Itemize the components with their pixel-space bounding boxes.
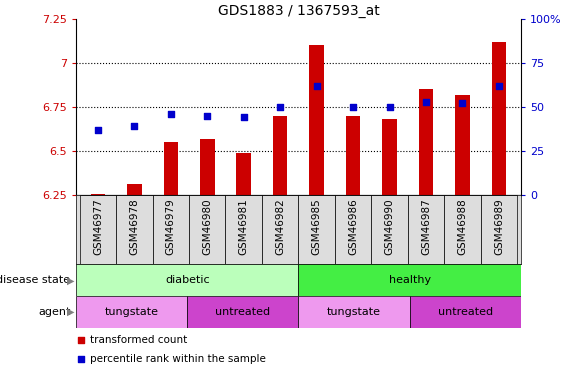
Point — [76, 337, 85, 343]
Point — [130, 123, 139, 129]
Bar — [273, 116, 288, 195]
Text: disease state: disease state — [0, 275, 70, 285]
Point — [494, 83, 503, 89]
Bar — [410, 296, 521, 328]
Bar — [76, 264, 298, 296]
Bar — [262, 195, 298, 264]
Bar — [408, 195, 444, 264]
Bar — [419, 89, 434, 195]
Text: GSM46980: GSM46980 — [202, 198, 212, 255]
Text: percentile rank within the sample: percentile rank within the sample — [90, 354, 266, 364]
Bar — [225, 195, 262, 264]
Text: GSM46979: GSM46979 — [166, 198, 176, 255]
Bar — [127, 184, 142, 195]
Text: ▶: ▶ — [68, 307, 75, 317]
Text: GSM46988: GSM46988 — [458, 198, 467, 255]
Text: untreated: untreated — [437, 307, 493, 317]
Bar — [481, 195, 517, 264]
Text: agent: agent — [38, 307, 70, 317]
Title: GDS1883 / 1367593_at: GDS1883 / 1367593_at — [217, 4, 379, 18]
Bar — [491, 42, 506, 195]
Text: transformed count: transformed count — [90, 335, 187, 345]
Bar — [153, 195, 189, 264]
Point — [348, 104, 358, 110]
Point — [93, 127, 102, 133]
Bar — [116, 195, 153, 264]
Bar — [79, 195, 116, 264]
Text: GSM46981: GSM46981 — [239, 198, 249, 255]
Bar — [76, 296, 187, 328]
Text: GSM46987: GSM46987 — [421, 198, 431, 255]
Bar — [382, 119, 397, 195]
Text: GSM46977: GSM46977 — [93, 198, 103, 255]
Point — [276, 104, 285, 110]
Bar — [455, 94, 470, 195]
Bar — [298, 264, 521, 296]
Bar — [91, 194, 105, 195]
Bar — [335, 195, 372, 264]
Text: diabetic: diabetic — [165, 275, 209, 285]
Bar — [236, 153, 251, 195]
Text: GSM46985: GSM46985 — [311, 198, 321, 255]
Text: untreated: untreated — [215, 307, 270, 317]
Bar — [444, 195, 481, 264]
Text: tungstate: tungstate — [327, 307, 381, 317]
Point — [385, 104, 394, 110]
Bar — [309, 45, 324, 195]
Point — [203, 112, 212, 118]
Text: GSM46982: GSM46982 — [275, 198, 285, 255]
Text: GSM46990: GSM46990 — [385, 198, 395, 255]
Text: GSM46986: GSM46986 — [348, 198, 358, 255]
Bar — [298, 195, 335, 264]
Text: healthy: healthy — [388, 275, 431, 285]
Text: GSM46989: GSM46989 — [494, 198, 504, 255]
Bar — [200, 139, 215, 195]
Point — [422, 99, 431, 105]
Point — [312, 83, 321, 89]
Bar — [298, 296, 410, 328]
Bar — [189, 195, 225, 264]
Bar — [187, 296, 298, 328]
Point — [239, 114, 248, 120]
Point — [166, 111, 175, 117]
Text: GSM46978: GSM46978 — [129, 198, 139, 255]
Bar — [372, 195, 408, 264]
Text: ▶: ▶ — [68, 275, 75, 285]
Text: tungstate: tungstate — [105, 307, 159, 317]
Bar — [346, 116, 360, 195]
Point — [76, 356, 85, 362]
Point — [458, 100, 467, 106]
Bar — [163, 142, 178, 195]
